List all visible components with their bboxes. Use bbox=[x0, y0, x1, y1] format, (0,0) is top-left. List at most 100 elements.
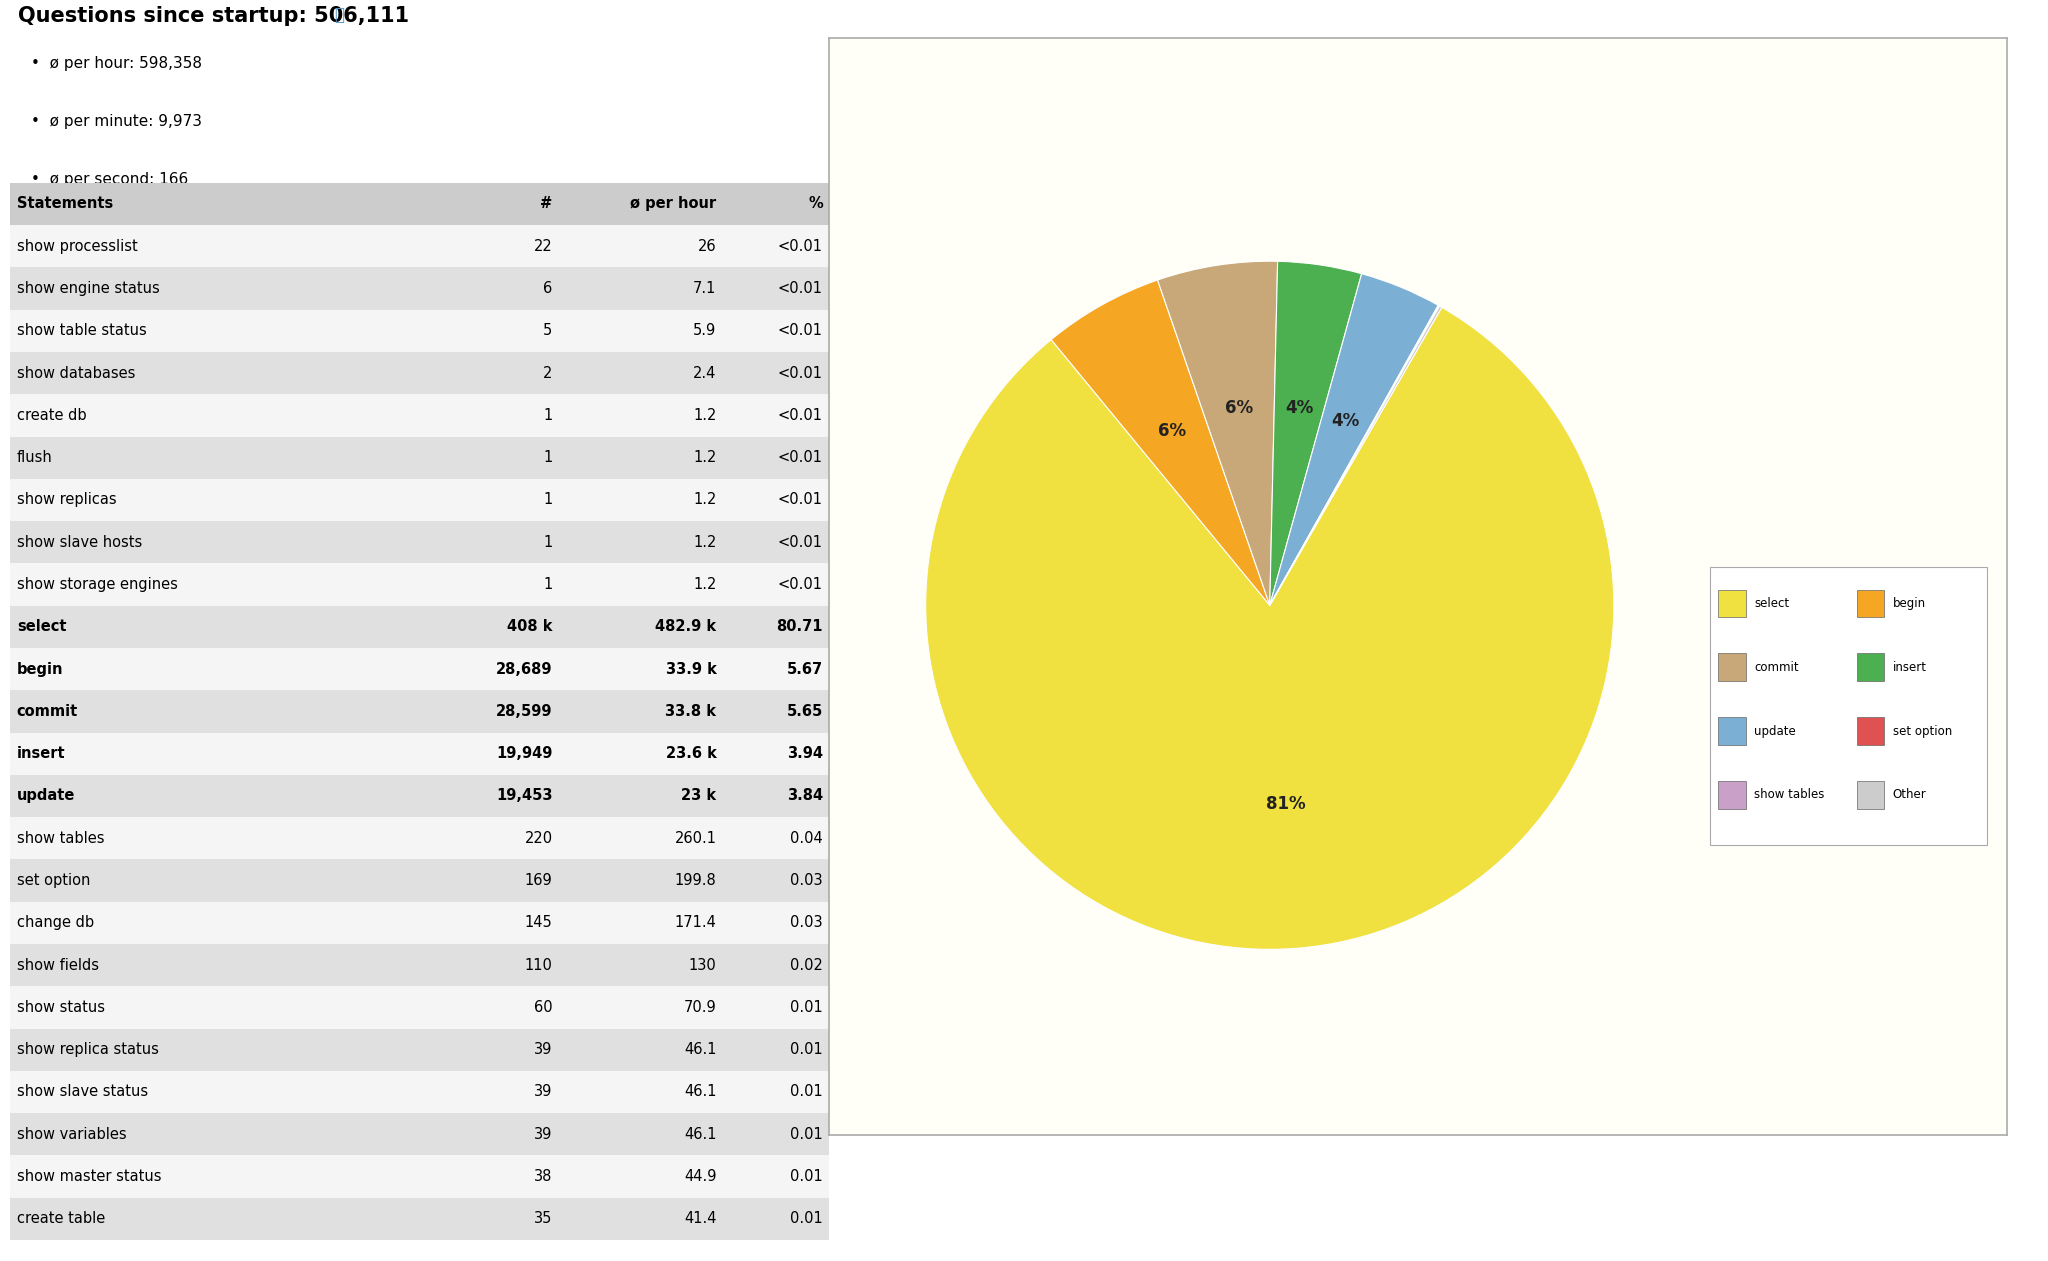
FancyBboxPatch shape bbox=[436, 605, 559, 648]
Text: commit: commit bbox=[16, 704, 78, 719]
Text: show engine status: show engine status bbox=[16, 281, 160, 296]
Text: show table status: show table status bbox=[16, 323, 147, 338]
Text: 4%: 4% bbox=[1331, 412, 1360, 430]
FancyBboxPatch shape bbox=[723, 521, 829, 564]
Text: 33.9 k: 33.9 k bbox=[666, 662, 717, 677]
FancyBboxPatch shape bbox=[559, 1071, 723, 1113]
Text: 1: 1 bbox=[543, 535, 553, 550]
FancyBboxPatch shape bbox=[723, 436, 829, 479]
FancyBboxPatch shape bbox=[559, 1198, 723, 1240]
Text: 46.1: 46.1 bbox=[684, 1127, 717, 1141]
Text: change db: change db bbox=[16, 915, 94, 931]
Text: 169: 169 bbox=[524, 873, 553, 888]
Text: 0.02: 0.02 bbox=[791, 957, 823, 972]
Text: set option: set option bbox=[16, 873, 90, 888]
FancyBboxPatch shape bbox=[1858, 653, 1884, 681]
Wedge shape bbox=[1270, 306, 1442, 605]
Text: 81%: 81% bbox=[1266, 796, 1307, 813]
FancyBboxPatch shape bbox=[1718, 653, 1747, 681]
FancyBboxPatch shape bbox=[10, 944, 436, 986]
Text: show tables: show tables bbox=[16, 831, 104, 846]
Text: 60: 60 bbox=[535, 1000, 553, 1015]
Text: begin: begin bbox=[16, 662, 63, 677]
FancyBboxPatch shape bbox=[10, 1113, 436, 1155]
FancyBboxPatch shape bbox=[723, 1071, 829, 1113]
FancyBboxPatch shape bbox=[559, 564, 723, 605]
Text: begin: begin bbox=[1892, 596, 1925, 610]
FancyBboxPatch shape bbox=[559, 521, 723, 564]
FancyBboxPatch shape bbox=[559, 1155, 723, 1198]
Text: 4%: 4% bbox=[1284, 398, 1313, 417]
FancyBboxPatch shape bbox=[10, 267, 436, 310]
Text: 220: 220 bbox=[524, 831, 553, 846]
Text: Statements: Statements bbox=[16, 197, 113, 212]
FancyBboxPatch shape bbox=[436, 944, 559, 986]
FancyBboxPatch shape bbox=[10, 479, 436, 521]
Text: 0.01: 0.01 bbox=[791, 1127, 823, 1141]
Text: show variables: show variables bbox=[16, 1127, 127, 1141]
Text: 5: 5 bbox=[543, 323, 553, 338]
Text: 1.2: 1.2 bbox=[692, 493, 717, 507]
Text: update: update bbox=[16, 788, 76, 803]
FancyBboxPatch shape bbox=[10, 860, 436, 902]
FancyBboxPatch shape bbox=[10, 1071, 436, 1113]
Text: 145: 145 bbox=[524, 915, 553, 931]
FancyBboxPatch shape bbox=[723, 648, 829, 690]
FancyBboxPatch shape bbox=[436, 310, 559, 352]
FancyBboxPatch shape bbox=[1718, 590, 1747, 618]
Wedge shape bbox=[1270, 274, 1438, 605]
FancyBboxPatch shape bbox=[10, 1029, 436, 1071]
Text: create db: create db bbox=[16, 407, 86, 422]
Text: 1: 1 bbox=[543, 578, 553, 591]
FancyBboxPatch shape bbox=[559, 605, 723, 648]
FancyBboxPatch shape bbox=[559, 479, 723, 521]
Text: 6%: 6% bbox=[1225, 398, 1253, 417]
Wedge shape bbox=[1270, 305, 1440, 605]
Text: 1.2: 1.2 bbox=[692, 407, 717, 422]
Text: 5.67: 5.67 bbox=[786, 662, 823, 677]
Text: <0.01: <0.01 bbox=[778, 493, 823, 507]
FancyBboxPatch shape bbox=[559, 860, 723, 902]
Text: •  ø per minute: 9,973: • ø per minute: 9,973 bbox=[31, 113, 201, 129]
Wedge shape bbox=[1270, 305, 1440, 605]
FancyBboxPatch shape bbox=[723, 605, 829, 648]
FancyBboxPatch shape bbox=[10, 310, 436, 352]
Text: 23.6 k: 23.6 k bbox=[666, 747, 717, 762]
Wedge shape bbox=[926, 308, 1614, 950]
Text: <0.01: <0.01 bbox=[778, 407, 823, 422]
Text: show slave hosts: show slave hosts bbox=[16, 535, 141, 550]
Text: 0.01: 0.01 bbox=[791, 1169, 823, 1184]
Text: 408 k: 408 k bbox=[508, 619, 553, 634]
Text: •  ø per hour: 598,358: • ø per hour: 598,358 bbox=[31, 55, 201, 71]
FancyBboxPatch shape bbox=[10, 690, 436, 733]
Text: 3.94: 3.94 bbox=[786, 747, 823, 762]
FancyBboxPatch shape bbox=[10, 817, 436, 860]
Text: 39: 39 bbox=[535, 1127, 553, 1141]
Text: 0.03: 0.03 bbox=[791, 915, 823, 931]
Text: commit: commit bbox=[1755, 661, 1798, 673]
FancyBboxPatch shape bbox=[436, 733, 559, 774]
FancyBboxPatch shape bbox=[10, 226, 436, 267]
FancyBboxPatch shape bbox=[10, 1198, 436, 1240]
Text: 70.9: 70.9 bbox=[684, 1000, 717, 1015]
Text: 1: 1 bbox=[543, 493, 553, 507]
FancyBboxPatch shape bbox=[436, 226, 559, 267]
FancyBboxPatch shape bbox=[436, 817, 559, 860]
FancyBboxPatch shape bbox=[559, 648, 723, 690]
FancyBboxPatch shape bbox=[559, 226, 723, 267]
FancyBboxPatch shape bbox=[559, 352, 723, 395]
FancyBboxPatch shape bbox=[723, 395, 829, 436]
Text: <0.01: <0.01 bbox=[778, 323, 823, 338]
Text: 3.84: 3.84 bbox=[786, 788, 823, 803]
Text: 7.1: 7.1 bbox=[692, 281, 717, 296]
Text: 0.01: 0.01 bbox=[791, 1212, 823, 1226]
FancyBboxPatch shape bbox=[436, 1071, 559, 1113]
FancyBboxPatch shape bbox=[1858, 718, 1884, 745]
FancyBboxPatch shape bbox=[436, 564, 559, 605]
Text: <0.01: <0.01 bbox=[778, 535, 823, 550]
Text: 44.9: 44.9 bbox=[684, 1169, 717, 1184]
Text: select: select bbox=[16, 619, 66, 634]
FancyBboxPatch shape bbox=[559, 436, 723, 479]
FancyBboxPatch shape bbox=[10, 183, 436, 226]
Text: 80.71: 80.71 bbox=[776, 619, 823, 634]
